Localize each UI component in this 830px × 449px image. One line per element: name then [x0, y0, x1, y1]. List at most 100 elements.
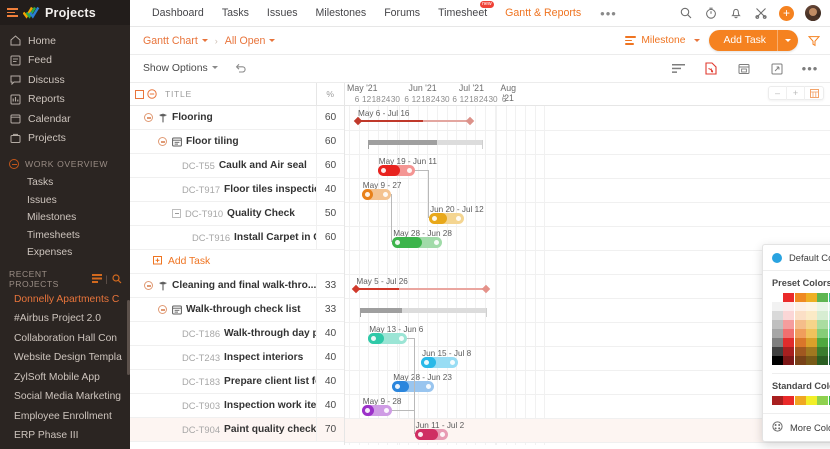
more-colors-button[interactable]: More Colors › [763, 412, 830, 441]
table-row[interactable]: Flooring 60 [130, 105, 344, 130]
tab-issues[interactable]: Issues [258, 0, 307, 27]
standard-color-swatch[interactable] [828, 395, 830, 405]
funnel-icon[interactable] [807, 34, 821, 48]
preset-color-swatch[interactable] [783, 329, 795, 338]
recent-project-item[interactable]: ERP Phase III [0, 426, 130, 446]
preset-color-swatch[interactable] [817, 311, 829, 320]
preset-color-swatch[interactable] [828, 329, 830, 338]
preset-color-swatch[interactable] [828, 311, 830, 320]
table-row[interactable]: Cleaning and final walk-thro... 33 [130, 273, 344, 298]
preset-color-swatch[interactable] [806, 338, 817, 347]
recent-project-item[interactable]: #Airbus Project 2.0 [0, 309, 130, 329]
work-overview-item-milestones[interactable]: Milestones [0, 209, 130, 227]
preset-color-swatch[interactable] [817, 329, 829, 338]
preset-color-swatch[interactable] [828, 302, 830, 311]
collapse-toggle-icon[interactable] [144, 113, 153, 122]
sidebar-item-projects[interactable]: Projects [0, 129, 130, 149]
preset-color-swatch[interactable] [806, 311, 817, 320]
standard-color-swatch[interactable] [772, 395, 783, 405]
preset-color-swatch[interactable] [817, 347, 829, 356]
recent-project-item[interactable]: ZylSoft Mobile App [0, 368, 130, 388]
collapse-toggle-icon[interactable] [144, 281, 153, 290]
tab-forums[interactable]: Forums [375, 0, 429, 27]
undo-icon[interactable] [235, 62, 247, 76]
recent-project-item[interactable]: Employee Enrollment [0, 407, 130, 427]
tab-timesheet[interactable]: Timesheet new [429, 0, 496, 27]
search-icon[interactable] [679, 6, 693, 20]
preset-color-swatch[interactable] [783, 302, 795, 311]
preset-color-swatch[interactable] [828, 338, 830, 347]
avatar[interactable] [805, 5, 821, 21]
collapse-toggle-icon[interactable] [158, 137, 167, 146]
add-task-button[interactable]: Add Task [709, 30, 798, 51]
recent-project-item[interactable]: Social Media Marketing [0, 387, 130, 407]
preset-color-swatch[interactable] [772, 293, 783, 302]
preset-color-swatch[interactable] [806, 320, 817, 329]
preset-color-swatch[interactable] [783, 347, 795, 356]
gantt-milestone-bar[interactable] [352, 284, 490, 294]
preset-color-swatch[interactable] [772, 329, 783, 338]
expand-all-icon[interactable] [135, 89, 147, 99]
preset-color-swatch[interactable] [828, 320, 830, 329]
more-icon[interactable]: ••• [801, 61, 819, 76]
preset-color-swatch[interactable] [806, 302, 817, 311]
table-row[interactable]: DC-T904 Paint quality check 70 [130, 417, 344, 442]
preset-color-swatch[interactable] [794, 329, 806, 338]
breadcrumb-filter[interactable]: All Open [225, 35, 276, 47]
table-row[interactable]: DC-T910 Quality Check 50 [130, 201, 344, 226]
preset-color-swatch[interactable] [794, 311, 806, 320]
table-row[interactable]: DC-T55 Caulk and Air seal 60 [130, 153, 344, 178]
gantt-milestone-bar[interactable] [353, 116, 474, 126]
preset-color-swatch[interactable] [806, 347, 817, 356]
sidebar-item-feed[interactable]: Feed [0, 51, 130, 71]
hamburger-menu-icon[interactable] [7, 8, 18, 17]
collapse-all-icon[interactable] [147, 89, 161, 99]
work-overview-item-tasks[interactable]: Tasks [0, 174, 130, 192]
sort-icon[interactable] [671, 62, 685, 76]
work-overview-item-issues[interactable]: Issues [0, 192, 130, 210]
preset-color-swatch[interactable] [794, 293, 806, 302]
preset-color-swatch[interactable] [772, 356, 783, 365]
work-overview-item-timesheets[interactable]: Timesheets [0, 227, 130, 245]
sidebar-item-calendar[interactable]: Calendar [0, 109, 130, 129]
plus-icon[interactable]: + [779, 5, 794, 21]
default-color-option[interactable]: Default Color [763, 245, 830, 271]
fit-to-screen-icon[interactable] [805, 86, 823, 100]
preset-color-swatch[interactable] [783, 311, 795, 320]
timer-icon[interactable] [704, 6, 718, 20]
fullscreen-icon[interactable] [770, 62, 784, 76]
preset-color-swatch[interactable] [783, 320, 795, 329]
gantt-summary-bar[interactable] [368, 140, 484, 149]
gantt-task-bar[interactable] [361, 405, 393, 416]
work-overview-item-expenses[interactable]: Expenses [0, 244, 130, 262]
preset-color-swatch[interactable] [783, 356, 795, 365]
sidebar-item-home[interactable]: Home [0, 31, 130, 51]
table-row[interactable]: Walk-through check list 33 [130, 297, 344, 322]
preset-color-swatch[interactable] [772, 347, 783, 356]
recent-project-item[interactable]: Donnelly Apartments C [0, 290, 130, 310]
preset-color-swatch[interactable] [794, 347, 806, 356]
gantt-task-bar[interactable] [377, 165, 415, 176]
table-row[interactable]: Floor tiling 60 [130, 129, 344, 154]
preset-color-swatch[interactable] [794, 356, 806, 365]
preset-color-swatch[interactable] [817, 320, 829, 329]
preset-color-swatch[interactable] [794, 302, 806, 311]
preset-color-swatch[interactable] [806, 356, 817, 365]
preset-color-swatch[interactable] [806, 329, 817, 338]
preset-color-swatch[interactable] [806, 293, 817, 302]
gantt-task-bar[interactable] [392, 381, 434, 392]
sidebar-item-discuss[interactable]: Discuss [0, 70, 130, 90]
standard-color-swatch[interactable] [783, 395, 795, 405]
collapse-toggle-icon[interactable] [172, 209, 181, 218]
tools-icon[interactable] [754, 6, 768, 20]
standard-color-swatch[interactable] [794, 395, 806, 405]
preset-color-swatch[interactable] [817, 293, 829, 302]
preset-color-swatch[interactable] [828, 293, 830, 302]
preset-color-swatch[interactable] [772, 302, 783, 311]
standard-color-swatch[interactable] [806, 395, 817, 405]
breadcrumb-view[interactable]: Gantt Chart [143, 35, 208, 47]
preset-color-swatch[interactable] [772, 320, 783, 329]
